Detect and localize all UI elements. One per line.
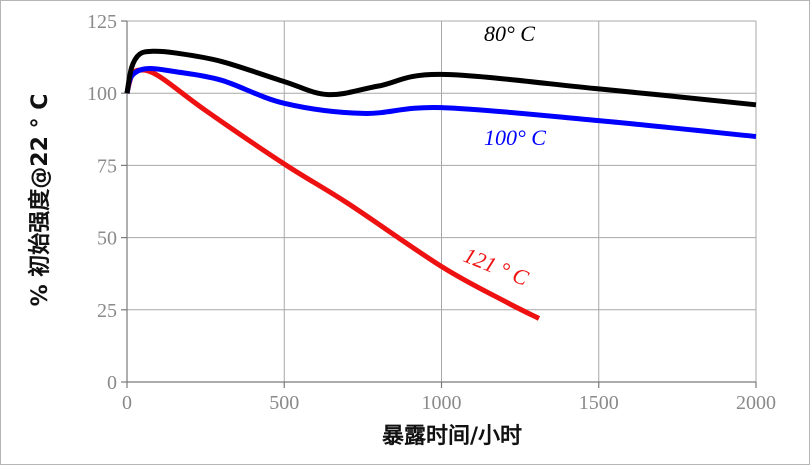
- series-line-80c: [124, 48, 757, 108]
- y-tick-label: 0: [107, 372, 117, 394]
- y-tick-label: 100: [87, 83, 117, 105]
- y-tick-label: 25: [97, 300, 117, 322]
- y-tick-label: 50: [97, 228, 117, 250]
- y-tick-label: 75: [97, 155, 117, 177]
- series-line-100c: [124, 66, 757, 139]
- tick-labels: 0 500 1000 1500 2000 0 25 50 75 100 125: [87, 11, 776, 414]
- x-tick-label: 1000: [422, 392, 462, 414]
- y-tick-label: 125: [87, 11, 117, 33]
- series-label-100c: 100° C: [484, 125, 546, 150]
- grid: [127, 20, 757, 382]
- x-tick-label: 2000: [736, 392, 776, 414]
- series-label-80c: 80° C: [484, 21, 535, 46]
- x-axis-title: 暴露时间/小时: [381, 424, 522, 449]
- x-tick-label: 1500: [579, 392, 619, 414]
- x-tick-label: 0: [122, 392, 132, 414]
- x-tick-label: 500: [269, 392, 299, 414]
- series-lines: [124, 48, 757, 321]
- y-axis-title: % 初始强度@22 ° C: [27, 94, 53, 307]
